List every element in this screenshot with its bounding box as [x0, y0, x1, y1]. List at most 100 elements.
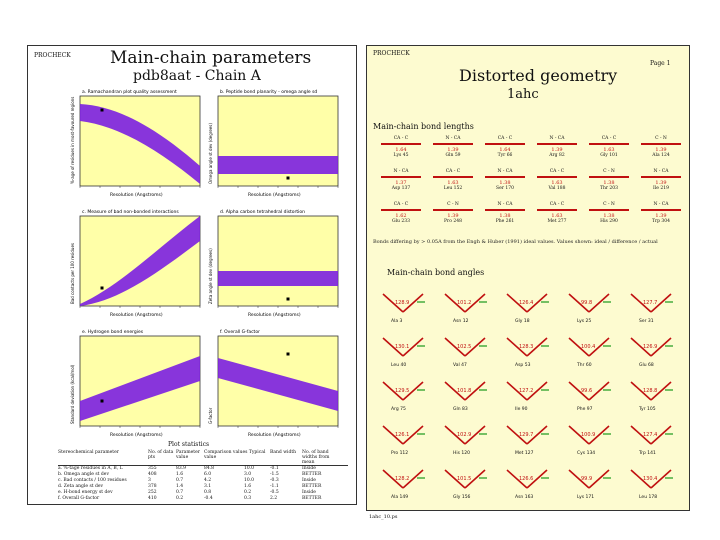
- stats-cell: 10.0: [244, 466, 255, 471]
- angle-arm-left: [568, 337, 590, 357]
- bond-line: [381, 209, 421, 211]
- angle-arm-left: [382, 337, 404, 357]
- bond-residue: Tyr 66: [497, 153, 513, 158]
- angle-value: 127.4: [643, 432, 657, 438]
- bond-line: [485, 143, 525, 145]
- stats-cell: c. Bad contacts / 100 residues: [58, 478, 127, 483]
- angle-value: 128.9: [395, 300, 409, 306]
- angle-arm-left: [444, 469, 466, 489]
- angle-arm-left: [506, 337, 528, 357]
- bond-line: [537, 176, 577, 178]
- stats-cell: -1.1: [270, 484, 279, 489]
- bond-residue: Phe 261: [495, 219, 515, 224]
- plot-xlabel: Resolution (Angstroms): [248, 432, 301, 438]
- bond-value: 1.38: [603, 213, 615, 219]
- bond-atoms: N - CA: [497, 202, 513, 207]
- angle-arm-left: [506, 381, 528, 401]
- angle-value: 129.5: [395, 388, 409, 394]
- angle-residue: Asn 163: [515, 494, 533, 500]
- plot-ylabel: Zeta angle st dev (degrees): [208, 248, 213, 304]
- bond-value: 1.39: [655, 180, 667, 186]
- bond-angles-heading: Main-chain bond angles: [387, 268, 485, 277]
- bond-value: 1.39: [655, 213, 667, 219]
- angle-cell: 126.9 Glu 68: [630, 337, 673, 368]
- bond-residue: Thr 203: [599, 186, 619, 191]
- stats-cell: -1.5: [270, 472, 279, 477]
- bond-residue: Ala 124: [652, 153, 670, 158]
- angle-arm-right: [588, 293, 610, 313]
- bond-line: [433, 176, 473, 178]
- plot-ylabel: Bad contacts per 100 residues: [70, 243, 75, 304]
- bond-cell: CA - C 1.64 Tyr 66: [481, 136, 529, 166]
- stats-table-title: Plot statistics: [168, 441, 210, 448]
- angle-cell: 129.5 Arg 75: [382, 381, 425, 412]
- program-tag-right: PROCHECK: [373, 50, 410, 57]
- angle-cell: 129.7 Met 127: [506, 425, 549, 456]
- plot-xlabel: Resolution (Angstroms): [248, 312, 301, 318]
- stats-cell: BETTER: [302, 496, 322, 501]
- bond-line: [537, 143, 577, 145]
- bond-value: 1.38: [603, 180, 615, 186]
- plot-title: e. Hydrogen bond energies: [82, 329, 144, 335]
- bond-residue: Leu 152: [443, 186, 463, 191]
- stats-cell: BETTER: [302, 472, 322, 477]
- bond-residue: Ser 170: [496, 186, 514, 191]
- angle-cell: 99.9 Lys 171: [568, 469, 611, 500]
- plot-panel: f. Overall G-factor Resolution (Angstroms…: [208, 329, 339, 438]
- angle-arm-left: [382, 469, 404, 489]
- geometry-subtitle: 1ahc: [507, 87, 539, 102]
- stats-cell: 0.2: [244, 490, 252, 495]
- stats-cell: 3.1: [204, 484, 212, 489]
- bond-atoms: N - CA: [445, 136, 461, 141]
- angle-value: 126.4: [519, 300, 533, 306]
- angle-arm-left: [382, 381, 404, 401]
- bond-cell: N - CA 1.39 Arg 82: [533, 136, 581, 166]
- stats-header-cell: Band width: [270, 450, 297, 455]
- angle-cell: 128.2 Ala 149: [382, 469, 425, 500]
- plot-background: [217, 215, 339, 307]
- angle-value: 99.9: [581, 476, 592, 482]
- stats-header-cell: Parameter value: [176, 450, 200, 460]
- stats-cell: b. Omega angle st dev: [58, 472, 109, 477]
- stats-cell: a. %-tage residues in A, B, L: [58, 466, 123, 471]
- bond-atoms: C - N: [603, 202, 615, 207]
- angle-arm-left: [382, 293, 404, 313]
- bond-cell: C - N 1.38 His 290: [585, 202, 633, 232]
- angle-arm-right: [526, 293, 548, 313]
- bond-value: 1.38: [499, 213, 511, 219]
- bond-value: 1.63: [603, 147, 615, 153]
- stats-header-cell: No. of band widths from mean: [302, 450, 330, 465]
- bond-value: 1.64: [499, 147, 511, 153]
- geometry-title: Distorted geometry: [459, 66, 618, 85]
- angle-arm-left: [506, 425, 528, 445]
- bond-atoms: C - N: [655, 136, 667, 141]
- bond-value: 1.63: [551, 213, 563, 219]
- bond-atoms: CA - C: [549, 169, 565, 174]
- bond-value: 1.63: [447, 180, 459, 186]
- angle-arm-left: [444, 381, 466, 401]
- angle-arm-right: [588, 337, 610, 357]
- angle-value: 128.3: [519, 344, 533, 350]
- angle-residue: Lys 25: [577, 318, 591, 324]
- angle-arm-left: [506, 293, 528, 313]
- bond-line: [641, 143, 681, 145]
- stats-cell: 0.2: [176, 496, 184, 501]
- stats-cell: 3: [148, 478, 151, 483]
- bond-cell: N - CA 1.38 Ser 170: [481, 169, 529, 199]
- angle-arm-left: [444, 293, 466, 313]
- stats-cell: -0.5: [270, 490, 279, 495]
- angle-arm-left: [630, 293, 652, 313]
- angle-arm-left: [444, 425, 466, 445]
- angle-residue: Arg 75: [391, 406, 406, 412]
- stats-cell: BETTER: [302, 484, 322, 489]
- angle-cell: 99.8 Lys 25: [568, 293, 611, 324]
- angle-arm-right: [526, 469, 548, 489]
- stats-cell: 408: [148, 472, 157, 477]
- angle-arm-right: [588, 425, 610, 445]
- angle-arm-right: [650, 337, 672, 357]
- bond-residue: Ile 219: [653, 186, 669, 191]
- bond-angle-grid: 128.9 Ala 3 101.2 Asn 12 126.4 Gly 18 99.8 Lys …: [382, 293, 673, 500]
- angle-arm-right: [526, 337, 548, 357]
- angle-arm-right: [402, 469, 424, 489]
- plot-ylabel: Standard deviation (kcal/mol): [70, 364, 75, 424]
